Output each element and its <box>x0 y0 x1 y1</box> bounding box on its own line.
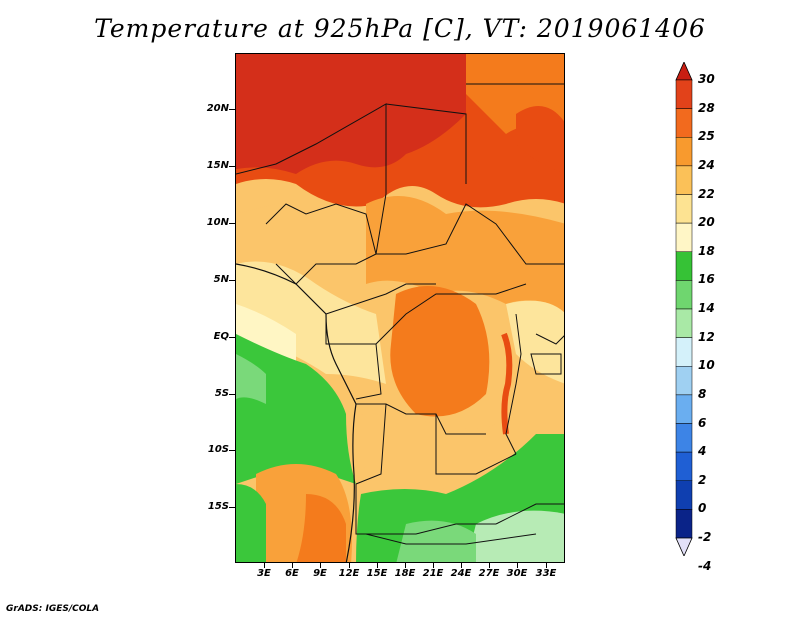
lat-label-5n: 5N <box>213 274 229 285</box>
lon-label-24e: 24E <box>450 568 472 579</box>
footer-credit: GrADS: IGES/COLA <box>6 604 100 614</box>
colorbar-segment <box>675 509 693 539</box>
colorbar-label: 6 <box>698 415 707 430</box>
colorbar-label: 10 <box>698 358 715 373</box>
colorbar-segment <box>675 108 693 138</box>
lat-label-eq: EQ <box>213 331 229 342</box>
lon-tick <box>517 563 518 568</box>
coastline <box>236 263 357 562</box>
colorbar-label: 12 <box>698 329 715 344</box>
colorbar-segment <box>675 79 693 109</box>
colorbar-segment <box>675 222 693 252</box>
field-east-highlands <box>506 300 564 384</box>
lon-tick <box>349 563 350 568</box>
colorbar-segment <box>675 480 693 510</box>
colorbar-label: 18 <box>698 243 715 258</box>
colorbar <box>675 62 693 556</box>
colorbar-label: -2 <box>698 530 712 544</box>
field-southwest-green <box>236 484 266 562</box>
lon-label-12e: 12E <box>338 568 360 579</box>
colorbar-segment <box>675 251 693 281</box>
colorbar-arrow-top <box>675 62 693 81</box>
colorbar-label: 0 <box>698 501 707 516</box>
lat-tick <box>229 450 235 451</box>
colorbar-arrow-bottom <box>675 537 693 556</box>
colorbar-segment <box>675 451 693 481</box>
field-northeast-hot <box>516 106 564 174</box>
country-borders <box>236 83 564 545</box>
lon-label-30e: 30E <box>506 568 528 579</box>
lat-label-5s: 5S <box>214 388 229 399</box>
colorbar-segment <box>675 394 693 424</box>
colorbar-segment <box>675 137 693 167</box>
temperature-map <box>235 53 565 563</box>
field-green-ocean <box>236 334 356 484</box>
lat-label-15n: 15N <box>206 160 229 171</box>
lon-label-33e: 33E <box>535 568 557 579</box>
colorbar-label: 14 <box>698 301 715 315</box>
colorbar-label: 25 <box>698 129 715 144</box>
field-south-lightgreen <box>396 520 476 562</box>
colorbar-label: 28 <box>698 100 715 115</box>
field-southwest-hot <box>296 494 346 562</box>
field-pale-coast <box>236 261 386 384</box>
colorbar-segment <box>675 165 693 195</box>
colorbar-segment <box>675 308 693 338</box>
colorbar-segment <box>675 337 693 367</box>
chart-title: Temperature at 925hPa [C], VT: 201906140… <box>94 14 706 43</box>
lon-tick <box>461 563 462 568</box>
field-hottest-northwest <box>236 54 466 174</box>
lon-label-3e: 3E <box>257 568 271 579</box>
lon-tick <box>433 563 434 568</box>
colorbar-segment <box>675 194 693 224</box>
lat-tick <box>229 337 235 338</box>
lat-label-15s: 15S <box>207 501 229 512</box>
lon-tick <box>489 563 490 568</box>
lat-tick <box>229 109 235 110</box>
lon-label-18e: 18E <box>394 568 416 579</box>
lon-tick <box>264 563 265 568</box>
colorbar-label: 30 <box>698 72 715 86</box>
field-rift-lakes <box>501 332 513 435</box>
lat-tick <box>229 166 235 167</box>
map-field <box>236 54 564 562</box>
lon-tick <box>405 563 406 568</box>
lat-label-10n: 10N <box>206 217 229 228</box>
colorbar-label: 20 <box>698 215 715 230</box>
lon-tick <box>377 563 378 568</box>
colorbar-label: 8 <box>698 386 707 401</box>
lon-label-6e: 6E <box>285 568 299 579</box>
colorbar-label: 2 <box>698 472 707 487</box>
lon-label-9e: 9E <box>313 568 327 579</box>
lat-tick <box>229 394 235 395</box>
lat-label-20n: 20N <box>206 103 229 114</box>
field-lightgreen-ocean <box>236 354 266 404</box>
lat-tick <box>229 280 235 281</box>
lon-tick <box>546 563 547 568</box>
colorbar-label: 16 <box>698 272 715 287</box>
lon-label-27e: 27E <box>478 568 500 579</box>
colorbar-segment <box>675 423 693 453</box>
lat-tick <box>229 223 235 224</box>
lat-label-10s: 10S <box>207 444 229 455</box>
lon-label-15e: 15E <box>366 568 388 579</box>
colorbar-label: -4 <box>698 558 712 573</box>
lon-tick <box>320 563 321 568</box>
colorbar-label: 4 <box>698 444 707 459</box>
colorbar-label: 24 <box>698 157 715 172</box>
field-congo-core <box>390 286 490 417</box>
lat-tick <box>229 507 235 508</box>
colorbar-label: 22 <box>698 186 715 201</box>
lon-label-21e: 21E <box>422 568 444 579</box>
field-south-interior <box>351 414 496 489</box>
colorbar-segment <box>675 280 693 310</box>
lon-tick <box>292 563 293 568</box>
colorbar-segment <box>675 366 693 396</box>
